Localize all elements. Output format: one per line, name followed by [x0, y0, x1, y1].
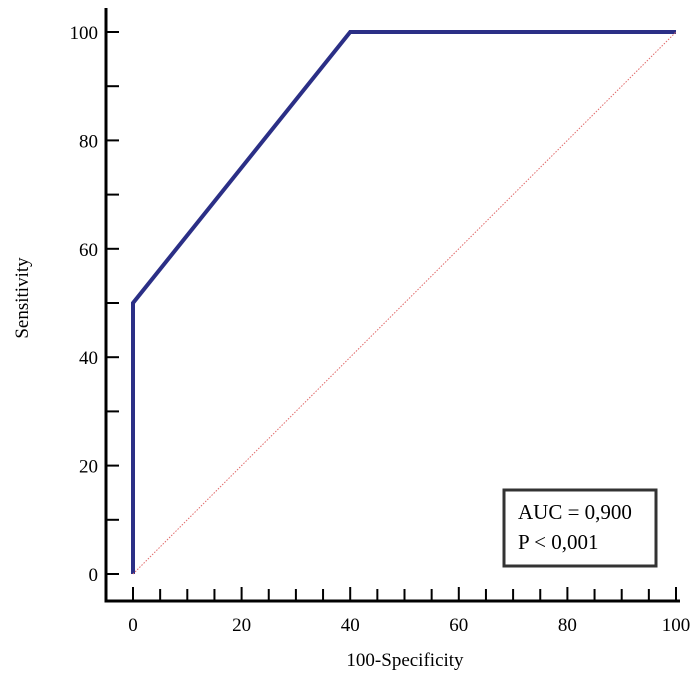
x-tick-label: 0 — [128, 615, 138, 636]
x-tick-label: 40 — [341, 615, 360, 636]
reference-diagonal — [132, 31, 677, 575]
x-tick-label: 80 — [558, 615, 577, 636]
roc-curve — [131, 30, 676, 574]
y-tick-label: 100 — [70, 23, 99, 44]
x-axis-title: 100-Specificity — [346, 650, 464, 671]
y-tick-label: 60 — [79, 240, 98, 261]
legend-box: AUC = 0,900 P < 0,001 — [502, 488, 658, 568]
y-tick-label: 0 — [89, 565, 99, 586]
y-tick-label: 40 — [79, 348, 98, 369]
auc-label: AUC = 0,900 — [518, 500, 632, 524]
y-tick-label: 80 — [79, 131, 98, 152]
x-tick-label: 100 — [662, 615, 691, 636]
p-value-label: P < 0,001 — [518, 530, 599, 554]
x-tick-label: 60 — [449, 615, 468, 636]
x-tick-label: 20 — [232, 615, 251, 636]
y-tick-label: 20 — [79, 457, 98, 478]
y-axis-title: Sensitivity — [12, 257, 33, 339]
